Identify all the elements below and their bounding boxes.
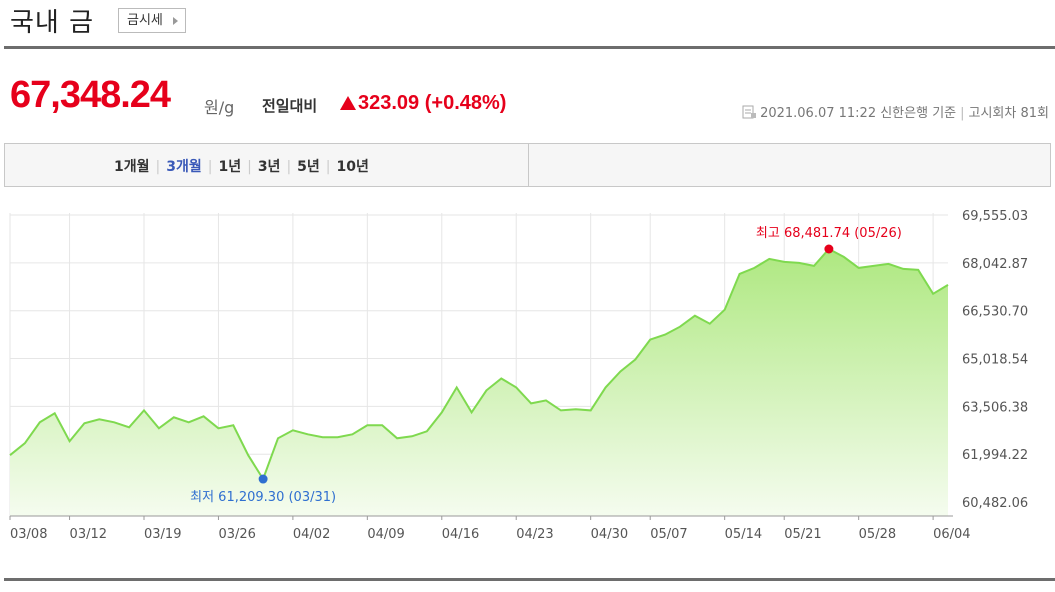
tab-separator: | (247, 159, 252, 175)
x-tick-label: 03/19 (144, 527, 181, 542)
x-tick-label: 05/28 (859, 527, 896, 542)
y-tick-label: 61,994.22 (962, 448, 1028, 463)
tab-divider (528, 144, 529, 186)
datetime: 2021.06.07 11:22 신한은행 기준 (760, 106, 957, 121)
tab-separator: | (325, 159, 331, 175)
y-tick-label: 63,506.38 (962, 400, 1028, 415)
period-tab[interactable]: 1개월 (114, 159, 150, 175)
change-label: 전일대비 (262, 97, 318, 115)
y-tick-label: 66,530.70 (962, 305, 1028, 320)
y-tick-label: 65,018.54 (962, 353, 1028, 368)
x-tick-label: 05/07 (650, 527, 687, 542)
change-value: 323.09 (+0.48%) (358, 92, 507, 114)
period-tab[interactable]: 5년 (297, 159, 320, 175)
high-marker (824, 244, 834, 254)
low-marker (258, 474, 268, 484)
x-tick-label: 04/23 (516, 527, 553, 542)
tab-list: 1개월 | 3개월 | 1년 | 3년 | 5년 | 10년 (108, 156, 375, 176)
divider (4, 578, 1055, 581)
info: 2021.06.07 11:22 신한은행 기준 | 고시회차 81회 (742, 102, 1049, 121)
y-tick-label: 68,042.87 (962, 257, 1028, 272)
price-button[interactable]: 금시세 (118, 8, 186, 33)
tab-separator: | (207, 159, 213, 175)
low-label: 최저 61,209.30 (03/31) (190, 490, 336, 505)
y-tick-label: 60,482.06 (962, 496, 1028, 511)
period-tabs: 1개월 | 3개월 | 1년 | 3년 | 5년 | 10년 (4, 143, 1051, 187)
button-label[interactable]: 금시세 (127, 13, 163, 28)
divider (4, 46, 1055, 49)
x-tick-label: 03/26 (218, 527, 255, 542)
separator: | (960, 106, 965, 121)
area (10, 249, 948, 516)
x-tick-label: 04/16 (442, 527, 479, 542)
round: 고시회차 81회 (968, 106, 1049, 121)
period-tab[interactable]: 1년 (218, 159, 242, 175)
chart: 60,482.06 61,994.22 63,506.38 65,018.54 66,5… (9, 209, 1028, 542)
price-unit: 원/g (204, 98, 235, 117)
current-price: 67,348.24 (10, 74, 171, 116)
x-tick-label: 05/21 (784, 527, 821, 542)
page-title: 국내 금 (10, 8, 95, 38)
y-tick-label: 69,555.03 (962, 209, 1028, 224)
price-change: 323.09 (+0.48%) (340, 92, 506, 115)
x-tick-label: 05/14 (725, 527, 762, 542)
doc-icon (742, 105, 757, 119)
period-tab[interactable]: 3년 (257, 159, 281, 175)
x-tick-label: 03/12 (70, 527, 107, 542)
x-tick-label: 03/08 (10, 527, 47, 542)
tab-separator: | (286, 159, 292, 175)
x-tick-label: 06/04 (933, 527, 970, 542)
up-icon (340, 96, 356, 110)
tab-separator: | (155, 159, 161, 175)
line (9, 247, 949, 482)
x-tick-label: 04/09 (367, 527, 404, 542)
period-tab[interactable]: 3개월 (166, 159, 202, 175)
period-tab[interactable]: 10년 (336, 159, 369, 175)
x-tick-label: 04/30 (591, 527, 628, 542)
high-label: 최고 68,481.74 (05/26) (756, 226, 902, 241)
x-tick-label: 04/02 (293, 527, 330, 542)
arrow-icon (172, 17, 178, 25)
plot: 60,482.06 61,994.22 63,506.38 65,018.54 66,5… (9, 209, 1028, 542)
